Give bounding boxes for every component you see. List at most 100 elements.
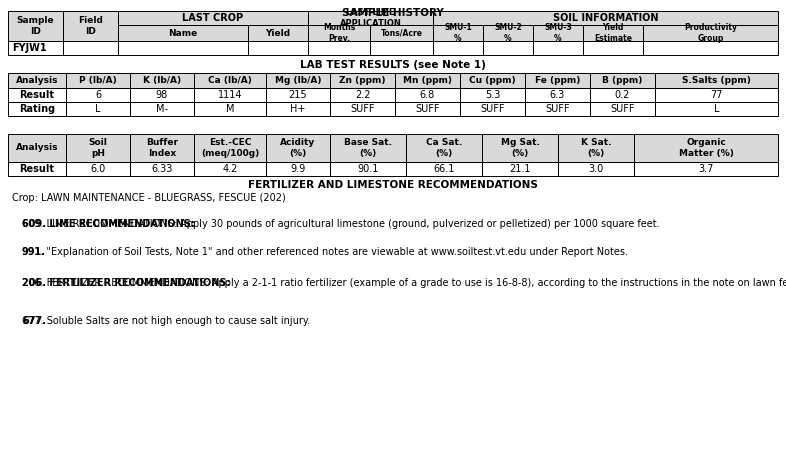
Bar	[66, 73, 130, 88]
Bar	[330, 88, 395, 102]
Text: 609. LIME RECOMMENDATIONS: Apply 30 pounds of agricultural limestone (ground, pu: 609. LIME RECOMMENDATIONS: Apply 30 poun…	[22, 219, 659, 229]
Bar	[118, 25, 248, 41]
Text: M-: M-	[156, 104, 168, 114]
Text: P (lb/A): P (lb/A)	[79, 76, 117, 85]
Bar	[460, 73, 525, 88]
Text: 215: 215	[288, 90, 307, 100]
Text: L: L	[95, 104, 101, 114]
Text: FERTILIZER AND LIMESTONE RECOMMENDATIONS: FERTILIZER AND LIMESTONE RECOMMENDATIONS	[248, 180, 538, 190]
Text: 677. Soluble Salts are not high enough to cause salt injury.: 677. Soluble Salts are not high enough t…	[22, 316, 310, 326]
Bar	[460, 73, 525, 88]
Bar	[482, 134, 558, 162]
Text: Sample
ID: Sample ID	[17, 16, 54, 35]
Bar	[433, 25, 483, 41]
Text: 991. "Explanation of Soil Tests, Note 1" and other referenced notes are viewable: 991. "Explanation of Soil Tests, Note 1"…	[22, 247, 628, 257]
Text: Est.-CEC
(meq/100g): Est.-CEC (meq/100g)	[201, 138, 259, 157]
Text: Ca Sat.
(%): Ca Sat. (%)	[426, 138, 462, 157]
Text: Organic
Matter (%): Organic Matter (%)	[678, 138, 733, 157]
Bar	[643, 25, 778, 41]
Bar	[643, 41, 778, 55]
Bar	[525, 73, 590, 88]
Bar	[130, 134, 194, 162]
Text: 609. LIME RECOMMENDATIONS:: 609. LIME RECOMMENDATIONS:	[22, 219, 195, 229]
Bar	[590, 73, 655, 88]
Text: M: M	[226, 104, 234, 114]
Bar	[266, 162, 330, 176]
Bar	[370, 25, 433, 41]
Text: Months
Prev.: Months Prev.	[323, 24, 355, 42]
Text: 98: 98	[156, 90, 168, 100]
Bar	[194, 73, 266, 88]
Bar	[118, 11, 308, 25]
Bar	[266, 88, 330, 102]
Bar	[433, 41, 483, 55]
Text: Fe (ppm): Fe (ppm)	[534, 76, 580, 85]
Bar	[533, 25, 583, 41]
Bar	[460, 102, 525, 116]
Bar	[330, 73, 395, 88]
Bar	[266, 134, 330, 162]
Text: Tons/Acre: Tons/Acre	[380, 29, 423, 38]
Bar	[655, 73, 778, 88]
Text: Name: Name	[168, 29, 197, 38]
Text: 66.1: 66.1	[433, 164, 454, 174]
Text: 991.: 991.	[22, 247, 46, 257]
Text: Result: Result	[20, 164, 54, 174]
Text: Ca (lb/A): Ca (lb/A)	[208, 76, 252, 85]
Text: 9.9: 9.9	[290, 164, 306, 174]
Bar	[583, 41, 643, 55]
Text: 90.1: 90.1	[358, 164, 379, 174]
Bar	[655, 88, 778, 102]
Text: LAB TEST RESULTS (see Note 1): LAB TEST RESULTS (see Note 1)	[300, 60, 486, 70]
Bar	[330, 102, 395, 116]
Bar	[533, 41, 583, 55]
Bar	[525, 102, 590, 116]
Bar	[558, 134, 634, 162]
Bar	[130, 102, 194, 116]
Text: H+: H+	[290, 104, 306, 114]
Text: SUFF: SUFF	[480, 104, 505, 114]
Bar	[266, 134, 330, 162]
Bar	[558, 134, 634, 162]
Text: 206. FERTILIZER RECOMMENDATIONS:: 206. FERTILIZER RECOMMENDATIONS:	[22, 278, 230, 288]
Bar	[482, 162, 558, 176]
Text: 3.7: 3.7	[698, 164, 714, 174]
Bar	[525, 73, 590, 88]
Text: SMU-1
%: SMU-1 %	[444, 24, 472, 42]
Text: 2.2: 2.2	[354, 90, 370, 100]
Bar	[8, 73, 66, 88]
Bar	[63, 41, 118, 55]
Bar	[558, 162, 634, 176]
Bar	[330, 73, 395, 88]
Bar	[8, 41, 63, 55]
Bar	[308, 25, 370, 41]
Text: L: L	[714, 104, 719, 114]
Text: 6.33: 6.33	[152, 164, 173, 174]
Text: Mg Sat.
(%): Mg Sat. (%)	[501, 138, 539, 157]
Text: SUFF: SUFF	[545, 104, 570, 114]
Text: B (ppm): B (ppm)	[602, 76, 643, 85]
Bar	[194, 102, 266, 116]
Text: Soil
pH: Soil pH	[89, 138, 108, 157]
Bar	[634, 134, 778, 162]
Bar	[395, 73, 460, 88]
Bar	[483, 25, 533, 41]
Bar	[583, 25, 643, 41]
Bar	[330, 134, 406, 162]
Bar	[266, 73, 330, 88]
Bar	[66, 162, 130, 176]
Bar	[308, 11, 433, 25]
Text: 6.3: 6.3	[550, 90, 565, 100]
Bar	[482, 134, 558, 162]
Bar	[433, 11, 778, 25]
Text: K (lb/A): K (lb/A)	[143, 76, 181, 85]
Bar	[194, 134, 266, 162]
Bar	[194, 162, 266, 176]
Text: Productivity
Group: Productivity Group	[684, 24, 737, 42]
Bar	[406, 134, 482, 162]
Bar	[533, 25, 583, 41]
Text: Cu (ppm): Cu (ppm)	[469, 76, 516, 85]
Bar	[66, 134, 130, 162]
Text: Acidity
(%): Acidity (%)	[281, 138, 316, 157]
Bar	[406, 162, 482, 176]
